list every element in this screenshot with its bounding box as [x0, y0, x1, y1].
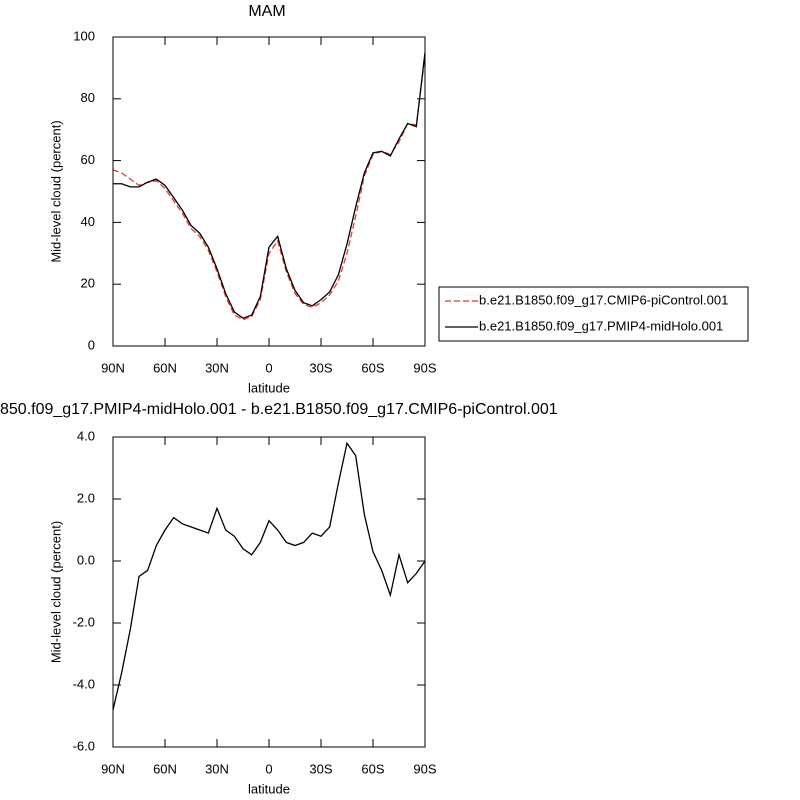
x-tick-label: 30N: [205, 761, 229, 776]
y-tick-label: 0.0: [77, 552, 95, 567]
x-tick-label: 30N: [205, 360, 229, 375]
x-tick-label: 0: [265, 360, 272, 375]
legend-box: [438, 286, 749, 342]
data-line: [112, 55, 426, 321]
x-tick-label: 60S: [361, 360, 384, 375]
y-tick-label: -6.0: [73, 738, 95, 753]
x-axis-label: latitude: [248, 380, 290, 395]
legend-label: b.e21.B1850.f09_g17.CMIP6-piControl.001: [479, 292, 728, 307]
x-tick-label: 90N: [101, 360, 125, 375]
y-tick-label: 60: [81, 152, 95, 167]
y-axis-label: Mid-level cloud (percent): [48, 521, 63, 663]
x-tick-label: 90N: [101, 761, 125, 776]
plot-frame: [112, 436, 426, 748]
data-line: [113, 52, 426, 319]
y-tick-label: 80: [81, 90, 95, 105]
x-tick-label: 30S: [309, 360, 332, 375]
y-tick-label: 4.0: [77, 428, 95, 443]
chart-title: 850.f09_g17.PMIP4-midHolo.001 - b.e21.B1…: [0, 401, 558, 418]
x-tick-label: 60N: [153, 360, 177, 375]
y-tick-label: -2.0: [73, 614, 95, 629]
x-tick-label: 30S: [309, 761, 332, 776]
x-tick-label: 90S: [413, 761, 436, 776]
legend-label: b.e21.B1850.f09_g17.PMIP4-midHolo.001: [479, 318, 723, 333]
x-tick-label: 60S: [361, 761, 384, 776]
y-tick-label: 2.0: [77, 490, 95, 505]
x-tick-label: 0: [265, 761, 272, 776]
plot-frame: [112, 36, 426, 347]
y-tick-label: 100: [73, 28, 95, 43]
y-tick-label: 0: [88, 337, 95, 352]
y-tick-label: 40: [81, 214, 95, 229]
x-axis-label: latitude: [248, 781, 290, 796]
data-line: [112, 441, 426, 710]
y-axis-label: Mid-level cloud (percent): [48, 120, 63, 262]
x-tick-label: 90S: [413, 360, 436, 375]
chart-title: MAM: [248, 3, 285, 20]
y-tick-label: 20: [81, 276, 95, 291]
x-tick-label: 60N: [153, 761, 177, 776]
y-tick-label: -4.0: [73, 676, 95, 691]
